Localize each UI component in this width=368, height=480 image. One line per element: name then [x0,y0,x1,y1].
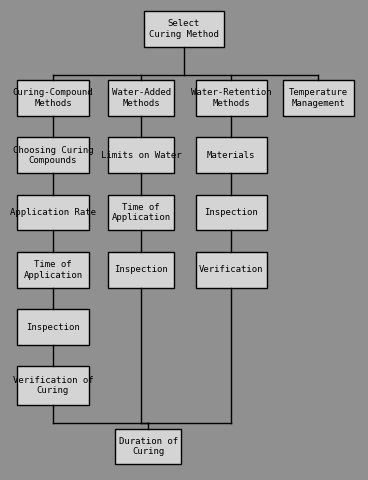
Text: Verification of
Curing: Verification of Curing [13,376,93,395]
Text: Inspection: Inspection [204,208,258,217]
Text: Inspection: Inspection [26,323,80,332]
Text: Limits on Water: Limits on Water [101,151,181,160]
FancyBboxPatch shape [195,195,267,230]
Text: Curing-Compound
Methods: Curing-Compound Methods [13,88,93,108]
FancyBboxPatch shape [108,137,174,173]
FancyBboxPatch shape [17,366,89,405]
FancyBboxPatch shape [108,252,174,288]
Text: Water-Added
Methods: Water-Added Methods [112,88,171,108]
FancyBboxPatch shape [17,252,89,288]
Text: Duration of
Curing: Duration of Curing [119,437,178,456]
FancyBboxPatch shape [108,195,174,230]
FancyBboxPatch shape [17,195,89,230]
Text: Time of
Application: Time of Application [24,260,82,279]
Text: Materials: Materials [207,151,255,160]
Text: Inspection: Inspection [114,265,168,275]
FancyBboxPatch shape [195,252,267,288]
FancyBboxPatch shape [17,137,89,173]
FancyBboxPatch shape [283,80,354,116]
FancyBboxPatch shape [144,11,224,47]
Text: Verification: Verification [199,265,263,275]
Text: Temperature
Management: Temperature Management [289,88,348,108]
FancyBboxPatch shape [17,309,89,345]
Text: Choosing Curing
Compounds: Choosing Curing Compounds [13,145,93,165]
FancyBboxPatch shape [108,80,174,116]
Text: Application Rate: Application Rate [10,208,96,217]
Text: Select
Curing Method: Select Curing Method [149,19,219,38]
FancyBboxPatch shape [17,80,89,116]
Text: Water-Retention
Methods: Water-Retention Methods [191,88,272,108]
Text: Time of
Application: Time of Application [112,203,171,222]
FancyBboxPatch shape [195,80,267,116]
FancyBboxPatch shape [115,429,181,464]
FancyBboxPatch shape [195,137,267,173]
